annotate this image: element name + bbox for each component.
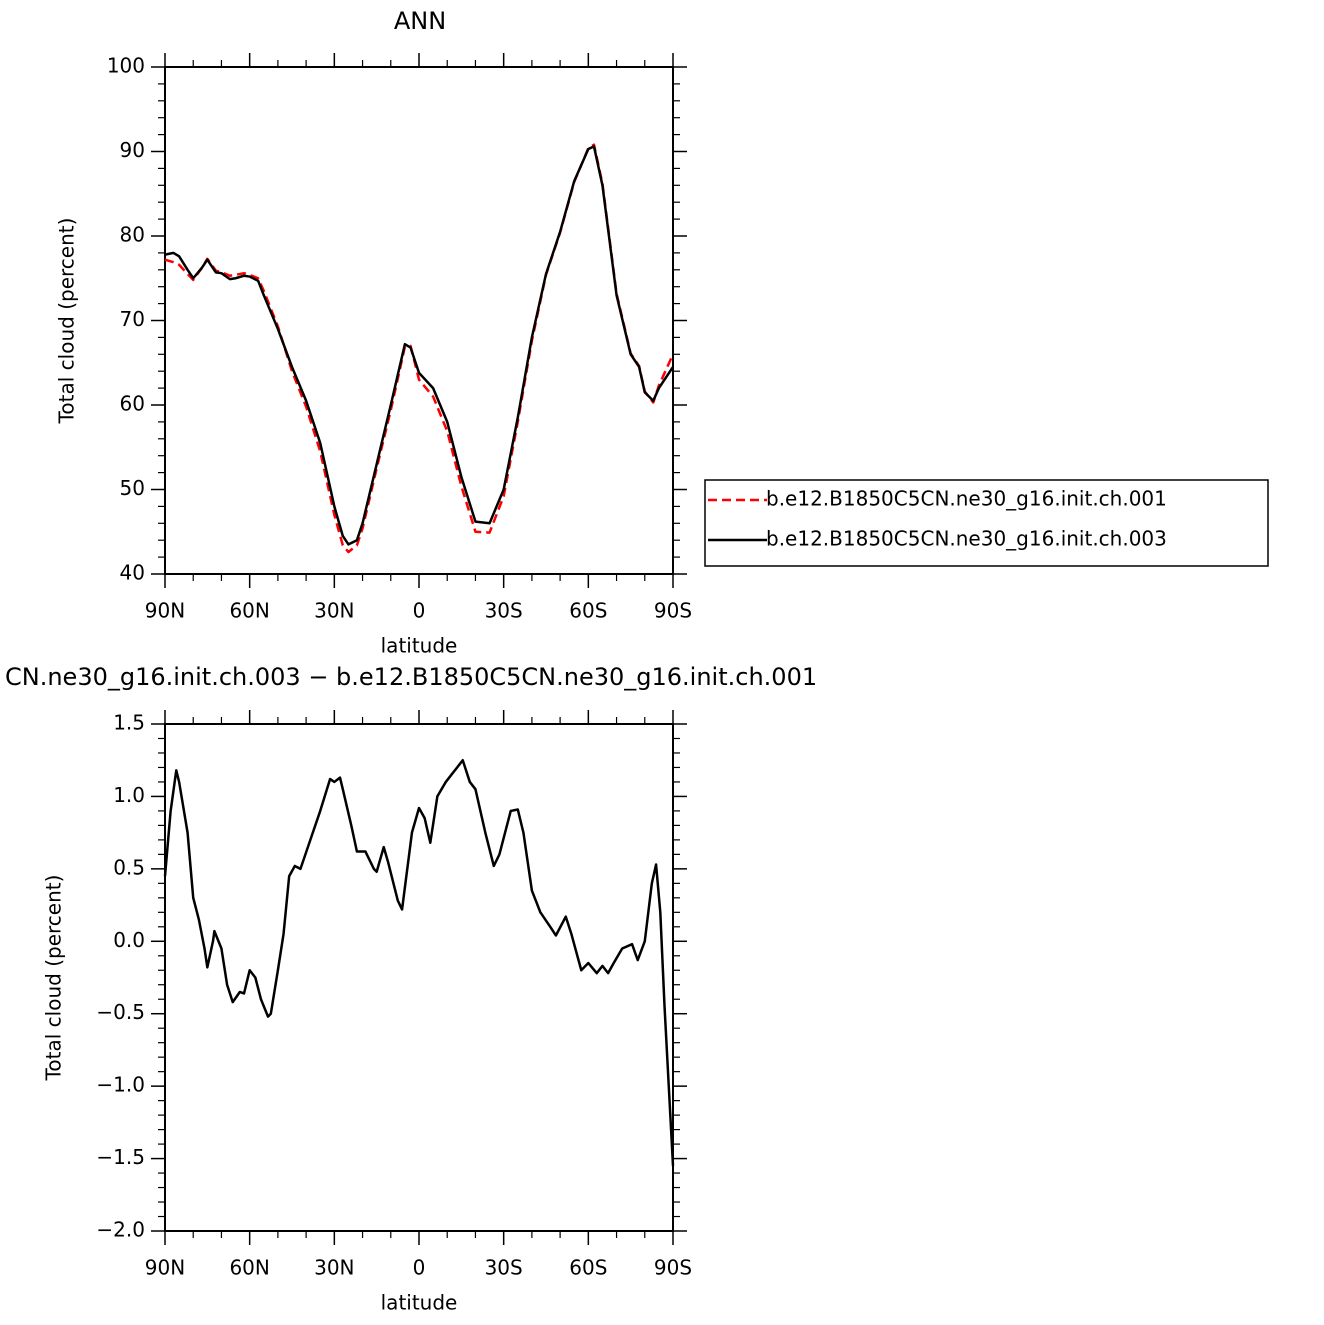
x-axis-label: latitude — [381, 1291, 458, 1315]
data-line — [164, 145, 675, 546]
x-tick-label: 60S — [569, 599, 607, 623]
y-tick-label: 40 — [120, 561, 145, 585]
y-axis-label: Total cloud (percent) — [42, 875, 66, 1082]
x-tick-label: 60S — [569, 1256, 607, 1280]
legend-label: b.e12.B1850C5CN.ne30_g16.init.ch.001 — [766, 487, 1167, 511]
chart-title: CN.ne30_g16.init.ch.003 − b.e12.B1850C5C… — [5, 663, 817, 691]
plot-frame — [164, 66, 674, 575]
x-tick-label: 90S — [654, 599, 692, 623]
x-tick-label: 0 — [413, 1256, 426, 1280]
y-tick-label: −1.0 — [96, 1073, 145, 1097]
data-line — [163, 758, 675, 1166]
y-tick-label: −0.5 — [96, 1000, 145, 1024]
x-tick-label: 90N — [145, 599, 185, 623]
y-tick-label: 1.5 — [113, 711, 145, 735]
y-tick-label: −2.0 — [96, 1218, 145, 1242]
x-tick-label: 60N — [229, 1256, 269, 1280]
y-tick-label: 100 — [107, 54, 145, 78]
y-tick-label: 90 — [120, 138, 145, 162]
data-line — [164, 143, 675, 554]
x-axis-label: latitude — [381, 634, 458, 658]
chart-title: ANN — [394, 7, 446, 35]
x-tick-label: 90S — [654, 1256, 692, 1280]
x-tick-label: 30S — [485, 1256, 523, 1280]
plot-frame — [164, 723, 674, 1232]
legend-box — [704, 479, 1269, 567]
y-tick-label: 0.5 — [113, 855, 145, 879]
x-tick-label: 60N — [229, 599, 269, 623]
y-tick-label: 1.0 — [113, 783, 145, 807]
y-tick-label: 60 — [120, 392, 145, 416]
x-tick-label: 0 — [413, 599, 426, 623]
y-tick-label: 0.0 — [113, 928, 145, 952]
y-tick-label: −1.5 — [96, 1145, 145, 1169]
y-tick-label: 70 — [120, 307, 145, 331]
y-axis-label: Total cloud (percent) — [55, 218, 79, 425]
legend-label: b.e12.B1850C5CN.ne30_g16.init.ch.003 — [766, 527, 1167, 551]
y-tick-label: 80 — [120, 223, 145, 247]
y-tick-label: 50 — [120, 476, 145, 500]
x-tick-label: 30N — [314, 1256, 354, 1280]
x-tick-label: 90N — [145, 1256, 185, 1280]
x-tick-label: 30S — [485, 599, 523, 623]
x-tick-label: 30N — [314, 599, 354, 623]
